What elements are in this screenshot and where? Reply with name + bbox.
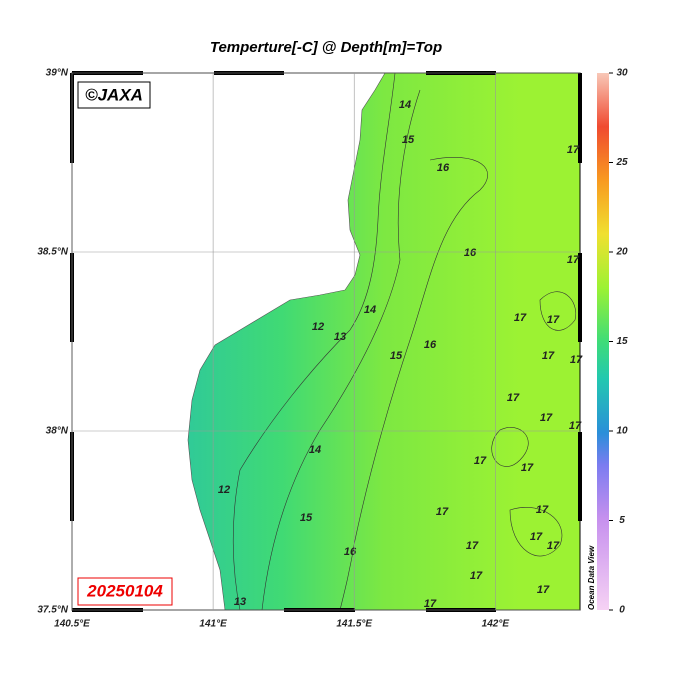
contour-label: 14 xyxy=(364,304,376,316)
date-box xyxy=(77,577,173,606)
date: 20250104 xyxy=(86,581,163,600)
contour-label: 16 xyxy=(437,162,450,174)
y-tick-label: 38°N xyxy=(46,426,69,437)
contour-label: 17 xyxy=(424,598,437,610)
watermark: Ocean Data View xyxy=(587,545,596,610)
y-tick-label: 39°N xyxy=(46,68,69,79)
contour-label: 17 xyxy=(530,531,543,543)
contour-labels: 14 15 16 17 17 16 17 12 13 14 15 16 17 1… xyxy=(218,99,583,610)
contour-label: 16 xyxy=(464,247,477,259)
colorbar-tick-label: 5 xyxy=(619,515,625,526)
colorbar-tick-label: 0 xyxy=(619,605,625,616)
contour-label: 13 xyxy=(234,596,246,608)
contour-label: 17 xyxy=(567,254,580,266)
colorbar-tick-label: 25 xyxy=(615,157,628,168)
contour-label: 16 xyxy=(344,546,357,558)
contours xyxy=(232,72,577,611)
contour-label: 17 xyxy=(547,314,560,326)
contour-label: 17 xyxy=(567,144,580,156)
colorbar-tick-label: 20 xyxy=(615,247,628,258)
title: Temperture[-C] @ Depth[m]=Top xyxy=(210,39,442,56)
contour-label: 17 xyxy=(474,455,487,467)
contour-label: 14 xyxy=(309,444,321,456)
contour-label: 14 xyxy=(399,99,411,111)
contour-label: 17 xyxy=(542,350,555,362)
contour-label: 12 xyxy=(312,321,324,333)
contour-label: 17 xyxy=(540,412,553,424)
colorbar-tick-label: 15 xyxy=(616,336,628,347)
copyright-box xyxy=(77,81,151,109)
contour-label: 17 xyxy=(514,312,527,324)
contour-label: 17 xyxy=(436,506,449,518)
x-tick-label: 142°E xyxy=(482,619,510,630)
y-tick-label: 38.5°N xyxy=(37,247,68,258)
contour-label: 17 xyxy=(470,570,483,582)
contour-label: 15 xyxy=(390,350,403,362)
copyright: ©JAXA xyxy=(85,85,143,104)
contour-label: 17 xyxy=(537,584,550,596)
colorbar-tick-label: 10 xyxy=(616,426,628,437)
contour-label: 16 xyxy=(424,339,437,351)
contour-label: 17 xyxy=(569,420,582,432)
x-tick-label: 140.5°E xyxy=(54,619,90,630)
sea xyxy=(187,72,581,611)
contour-label: 17 xyxy=(466,540,479,552)
y-tick-label: 37.5°N xyxy=(37,605,68,616)
contour-label: 12 xyxy=(218,484,230,496)
contour-label: 15 xyxy=(300,512,313,524)
contour-label: 13 xyxy=(334,331,346,343)
colorbar-tick-label: 30 xyxy=(616,68,628,79)
x-tick-label: 141°E xyxy=(199,619,227,630)
contour-label: 17 xyxy=(521,462,534,474)
contour-label: 17 xyxy=(570,354,583,366)
x-tick-label: 141.5°E xyxy=(336,619,372,630)
contour-label: 17 xyxy=(507,392,520,404)
colorbar xyxy=(597,73,609,610)
contour-label: 15 xyxy=(402,134,415,146)
contour-label: 17 xyxy=(547,540,560,552)
contour-label: 17 xyxy=(536,504,549,516)
